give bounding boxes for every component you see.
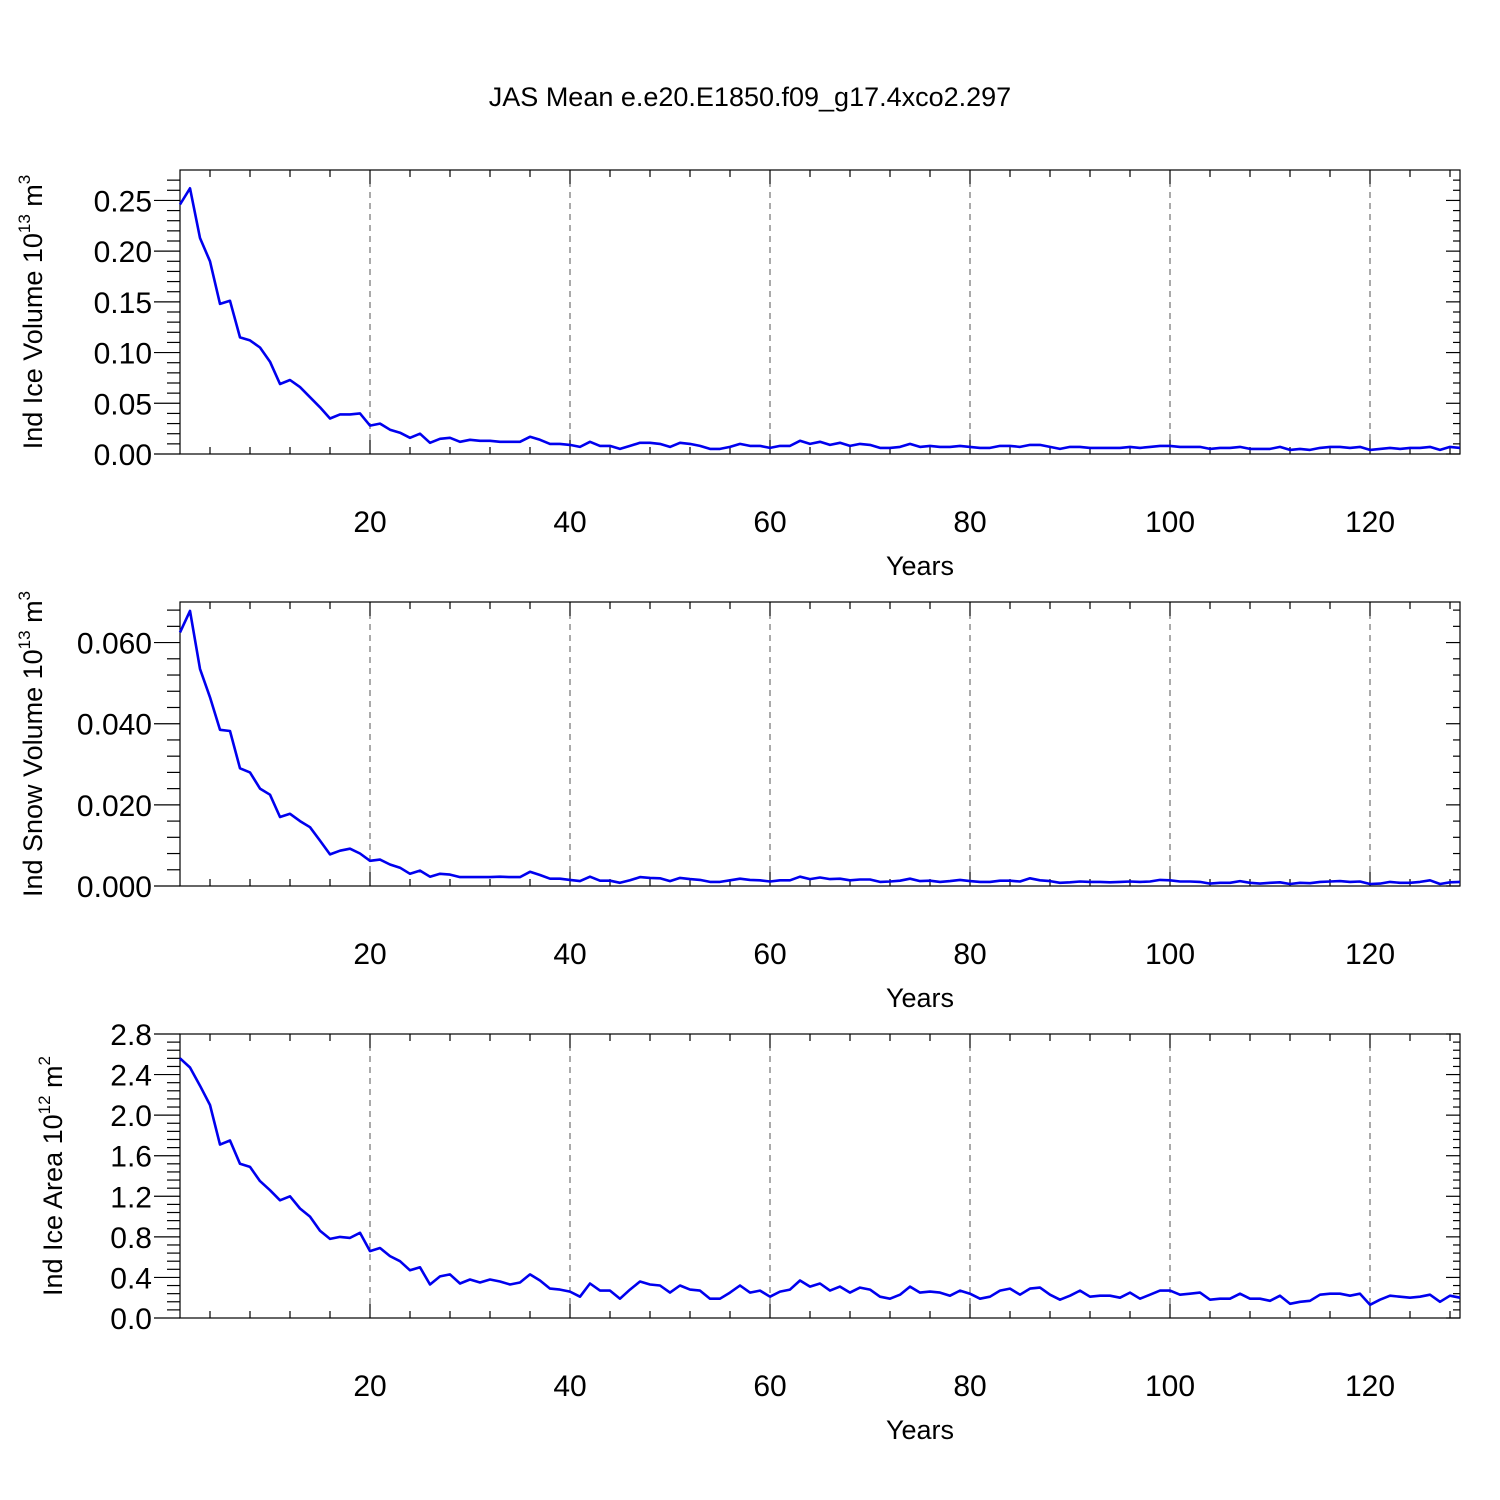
- ice-area-x-tick-label-5: 120: [1345, 1370, 1395, 1403]
- snow-volume-x-axis-label: Years: [886, 983, 954, 1013]
- ice-area-x-tick-label-3: 80: [953, 1370, 986, 1403]
- panels: 20 40 60 80 100 120 0.00 0.05 0.10 0.15 0.20 0.25 Ye…: [15, 169, 1461, 1445]
- snow-volume-x-tick-label-3: 80: [953, 938, 986, 971]
- ice-area-y-tick-label-1: 0.4: [110, 1262, 152, 1295]
- panel-ice-area: 20 40 60 80 100 120 0.0 0.4 0.8 1.2 1.6 2.0 2.4 2.8 Ye…: [35, 1019, 1461, 1445]
- panel-snow-volume: 20 40 60 80 100 120 0.000 0.020 0.040 0.060 Years I…: [15, 591, 1461, 1013]
- ice-volume-y-axis-label: Ind Ice Volume 1013 m3: [15, 175, 48, 450]
- ice-volume-y-tick-label-3: 0.15: [94, 287, 152, 320]
- ice-volume-y-tick-label-1: 0.05: [94, 388, 152, 421]
- snow-volume-y-tick-label-2: 0.040: [77, 709, 152, 742]
- ice-area-y-tick-label-3: 1.2: [110, 1181, 152, 1214]
- ice-area-series-line: [179, 1057, 1461, 1307]
- ice-area-y-tick-label-2: 0.8: [110, 1222, 152, 1255]
- panel-ice-volume: 20 40 60 80 100 120 0.00 0.05 0.10 0.15 0.20 0.25 Ye…: [15, 169, 1461, 581]
- snow-volume-x-tick-label-2: 60: [753, 938, 786, 971]
- snow-volume-y-axis-label: Ind Snow Volume 1013 m3: [15, 591, 48, 897]
- ice-volume-x-tick-label-3: 80: [953, 506, 986, 539]
- ice-volume-y-tick-label-2: 0.10: [94, 338, 152, 371]
- snow-volume-plot-frame: [179, 601, 1461, 887]
- ice-volume-y-tick-label-0: 0.00: [94, 439, 152, 472]
- ice-volume-x-tick-label-5: 120: [1345, 506, 1395, 539]
- snow-volume-x-tick-label-1: 40: [553, 938, 586, 971]
- ice-volume-x-axis-label: Years: [886, 551, 954, 581]
- ice-area-x-tick-label-2: 60: [753, 1370, 786, 1403]
- ice-area-y-tick-label-7: 2.8: [110, 1019, 152, 1052]
- ice-volume-y-tick-label-5: 0.25: [94, 185, 152, 218]
- snow-volume-x-tick-label-0: 20: [353, 938, 386, 971]
- ice-volume-plot-frame: [179, 169, 1461, 455]
- ice-area-x-tick-label-1: 40: [553, 1370, 586, 1403]
- snow-volume-y-tick-label-3: 0.060: [77, 628, 152, 661]
- ice-area-y-tick-label-6: 2.4: [110, 1060, 152, 1093]
- ice-area-x-axis-label: Years: [886, 1415, 954, 1445]
- ice-area-plot-frame: [179, 1033, 1461, 1319]
- snow-volume-y-tick-label-1: 0.020: [77, 790, 152, 823]
- snow-volume-y-tick-label-0: 0.000: [77, 871, 152, 904]
- ice-area-y-tick-label-5: 2.0: [110, 1100, 152, 1133]
- ice-volume-x-tick-label-0: 20: [353, 506, 386, 539]
- ice-area-x-tick-label-0: 20: [353, 1370, 386, 1403]
- ice-area-y-tick-label-4: 1.6: [110, 1141, 152, 1174]
- ice-area-x-tick-label-4: 100: [1145, 1370, 1195, 1403]
- ice-volume-x-tick-label-2: 60: [753, 506, 786, 539]
- snow-volume-series-line: [178, 609, 1461, 886]
- snow-volume-x-tick-label-4: 100: [1145, 938, 1195, 971]
- ice-area-y-axis-label: Ind Ice Area 1012 m2: [35, 1056, 68, 1296]
- chart-title: JAS Mean e.e20.E1850.f09_g17.4xco2.297: [489, 82, 1011, 112]
- ice-volume-y-tick-label-4: 0.20: [94, 236, 152, 269]
- ice-volume-x-tick-label-1: 40: [553, 506, 586, 539]
- snow-volume-x-tick-label-5: 120: [1345, 938, 1395, 971]
- ice-volume-series-line: [178, 187, 1461, 452]
- ice-volume-x-tick-label-4: 100: [1145, 506, 1195, 539]
- ice-area-y-tick-label-0: 0.0: [110, 1303, 152, 1336]
